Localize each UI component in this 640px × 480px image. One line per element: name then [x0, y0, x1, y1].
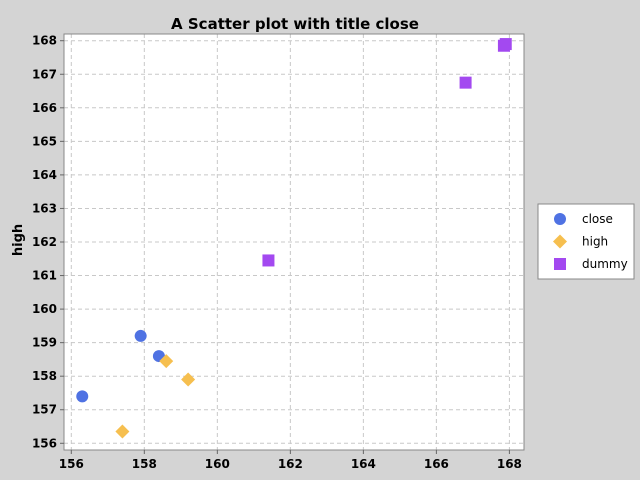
- point-high: [115, 424, 130, 439]
- legend: close high dummy: [537, 203, 635, 280]
- y-tick-label: 166: [32, 101, 57, 115]
- y-tick-label: 167: [32, 67, 57, 81]
- y-tick-label: 157: [32, 403, 57, 417]
- data-points: [76, 38, 512, 439]
- y-tick-label: 162: [32, 235, 57, 249]
- axes: 156 158 160 162 164 166 168 156 157 158 159 160 161 1…: [32, 34, 522, 471]
- plot-area: [64, 34, 524, 450]
- legend-marker-dummy: [554, 258, 566, 270]
- point-high: [181, 372, 196, 387]
- x-tick-label: 160: [205, 457, 230, 471]
- x-tick-label: 156: [59, 457, 84, 471]
- x-tick-label: 164: [351, 457, 376, 471]
- x-tick-label: 158: [132, 457, 157, 471]
- y-tick-label: 160: [32, 302, 57, 316]
- point-close: [134, 329, 147, 342]
- grid-lines: [64, 34, 524, 450]
- y-tick-label: 164: [32, 168, 57, 182]
- point-dummy: [459, 76, 472, 89]
- x-tick-label: 162: [278, 457, 303, 471]
- x-tick-label: 168: [497, 457, 522, 471]
- y-tick-label: 158: [32, 369, 57, 383]
- y-tick-label: 168: [32, 34, 57, 48]
- y-tick-label: 156: [32, 436, 57, 450]
- legend-marker-high: [553, 234, 567, 249]
- y-axis-label: high: [11, 224, 26, 256]
- legend-label-close: close: [582, 212, 613, 226]
- y-tick-label: 165: [32, 134, 57, 148]
- legend-label-dummy: dummy: [582, 257, 628, 271]
- legend-marker-close: [554, 213, 566, 225]
- point-high: [159, 354, 174, 369]
- legend-label-high: high: [582, 235, 608, 249]
- point-dummy: [262, 254, 275, 267]
- x-tick-label: 166: [424, 457, 449, 471]
- y-tick-label: 163: [32, 201, 57, 215]
- y-tick-label: 161: [32, 269, 57, 283]
- y-tick-label: 159: [32, 336, 57, 350]
- chart-title: A Scatter plot with title close: [171, 15, 419, 33]
- point-dummy: [499, 38, 512, 51]
- point-close: [76, 390, 89, 403]
